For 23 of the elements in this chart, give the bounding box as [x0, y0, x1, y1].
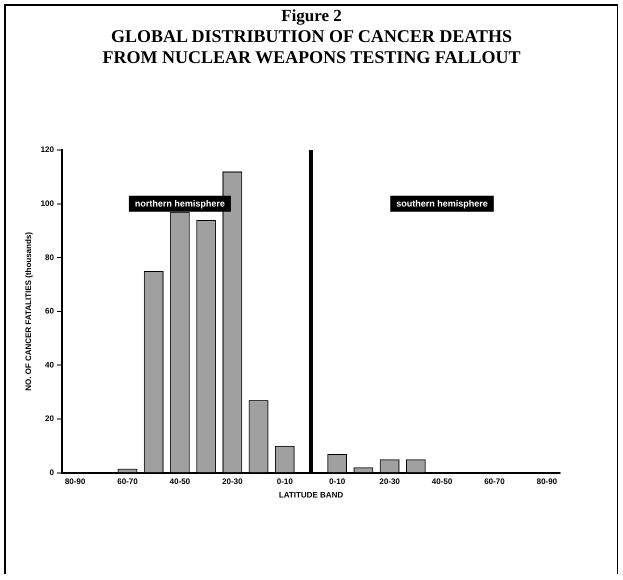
- y-tick-label: 0: [49, 468, 54, 478]
- annotation: southern hemisphere: [396, 198, 488, 208]
- y-tick-label: 20: [45, 414, 54, 424]
- y-tick-label: 120: [40, 145, 54, 154]
- x-tick-label: 80-90: [64, 476, 86, 486]
- x-axis-title: LATITUDE BAND: [278, 490, 344, 500]
- x-tick-label: 60-70: [484, 476, 506, 486]
- x-tick-label: 20-30: [379, 476, 400, 486]
- y-tick-label: 40: [45, 360, 54, 370]
- chart-subtitle: GLOBAL DISTRIBUTION OF CANCER DEATHS FROM NUCLEAR WEAPONS TESTING FALLOUT: [101, 26, 522, 68]
- y-tick-label: 80: [45, 252, 54, 262]
- x-tick-label: 40-50: [170, 476, 191, 486]
- x-tick-label: 0-10: [276, 476, 294, 486]
- y-tick-label: 60: [45, 306, 54, 316]
- chart-title: Figure 2: [280, 6, 343, 26]
- y-tick-label: 100: [40, 199, 54, 208]
- x-tick-label: 60-70: [117, 476, 138, 486]
- x-tick-label: 40-50: [432, 476, 453, 486]
- x-tick-label: 80-90: [536, 476, 558, 486]
- annotation: northern hemisphere: [134, 198, 225, 208]
- y-axis-title: NO. OF CANCER FATALITIES (thousands): [24, 232, 34, 391]
- x-tick-label: 0-10: [329, 476, 346, 486]
- x-tick-label: 20-30: [222, 476, 244, 486]
